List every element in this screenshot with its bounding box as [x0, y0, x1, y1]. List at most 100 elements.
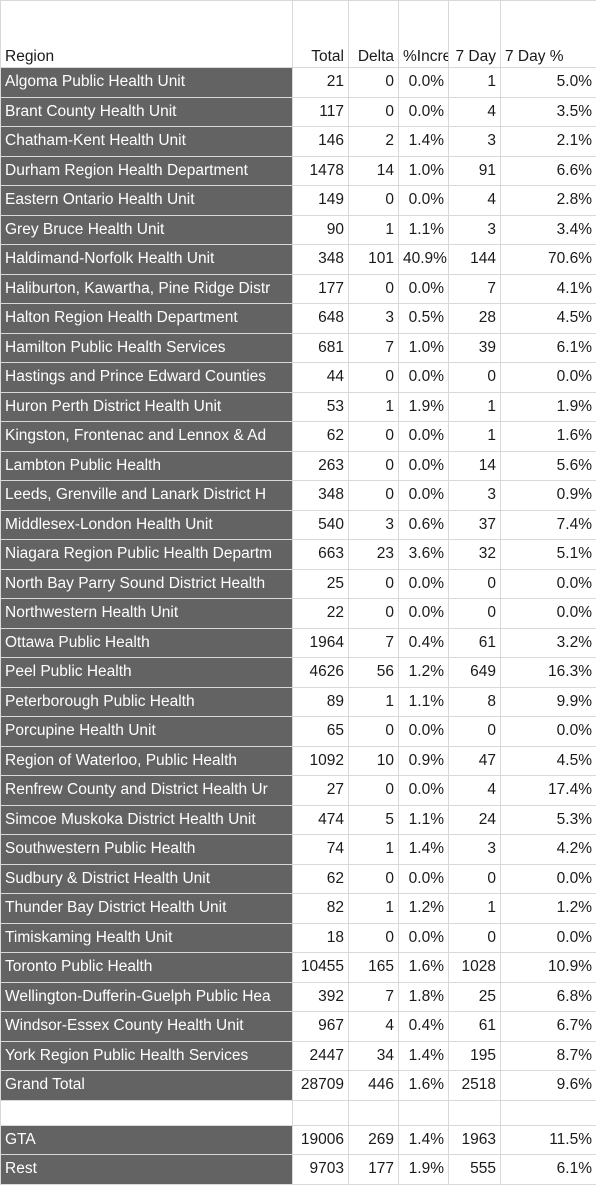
seven-day-pct-cell[interactable]: 5.0%	[500, 67, 596, 98]
delta-cell[interactable]: 2	[348, 126, 399, 157]
region-cell[interactable]: Southwestern Public Health	[0, 834, 293, 865]
total-cell[interactable]: 10455	[292, 952, 349, 983]
empty-cell[interactable]	[0, 1099, 293, 1126]
delta-cell[interactable]: 0	[348, 568, 399, 599]
delta-cell[interactable]: 0	[348, 421, 399, 452]
seven-day-pct-cell[interactable]: 6.7%	[500, 1011, 596, 1042]
pct-increase-cell[interactable]: 0.0%	[398, 421, 449, 452]
total-cell[interactable]: 967	[292, 1011, 349, 1042]
header-seven-day[interactable]: 7 Day	[448, 0, 501, 68]
region-cell[interactable]: Lambton Public Health	[0, 450, 293, 481]
seven-day-cell[interactable]: 32	[448, 539, 501, 570]
seven-day-pct-cell[interactable]: 4.1%	[500, 273, 596, 304]
pct-increase-cell[interactable]: 0.6%	[398, 509, 449, 540]
total-cell[interactable]: 1964	[292, 627, 349, 658]
delta-cell[interactable]: 4	[348, 1011, 399, 1042]
seven-day-pct-cell[interactable]: 8.7%	[500, 1040, 596, 1071]
seven-day-cell[interactable]: 195	[448, 1040, 501, 1071]
pct-increase-cell[interactable]: 1.2%	[398, 893, 449, 924]
total-cell[interactable]: 18	[292, 922, 349, 953]
seven-day-cell[interactable]: 91	[448, 155, 501, 186]
seven-day-pct-cell[interactable]: 70.6%	[500, 244, 596, 275]
empty-cell[interactable]	[500, 1099, 596, 1126]
empty-cell[interactable]	[348, 1099, 399, 1126]
header-seven-day-pct[interactable]: 7 Day %	[500, 0, 596, 68]
seven-day-pct-cell[interactable]: 1.9%	[500, 391, 596, 422]
total-cell[interactable]: 21	[292, 67, 349, 98]
seven-day-pct-cell[interactable]: 17.4%	[500, 775, 596, 806]
delta-cell[interactable]: 269	[348, 1124, 399, 1155]
pct-increase-cell[interactable]: 0.0%	[398, 598, 449, 629]
seven-day-cell[interactable]: 649	[448, 657, 501, 688]
delta-cell[interactable]: 101	[348, 244, 399, 275]
seven-day-cell[interactable]: 1	[448, 893, 501, 924]
total-cell[interactable]: 146	[292, 126, 349, 157]
total-cell[interactable]: 89	[292, 686, 349, 717]
seven-day-cell[interactable]: 24	[448, 804, 501, 835]
delta-cell[interactable]: 0	[348, 598, 399, 629]
empty-cell[interactable]	[292, 1099, 349, 1126]
seven-day-cell[interactable]: 3	[448, 126, 501, 157]
seven-day-pct-cell[interactable]: 0.0%	[500, 598, 596, 629]
seven-day-pct-cell[interactable]: 3.2%	[500, 627, 596, 658]
pct-increase-cell[interactable]: 0.0%	[398, 185, 449, 216]
total-cell[interactable]: 1478	[292, 155, 349, 186]
pct-increase-cell[interactable]: 0.0%	[398, 67, 449, 98]
seven-day-cell[interactable]: 3	[448, 834, 501, 865]
seven-day-cell[interactable]: 1	[448, 421, 501, 452]
region-cell[interactable]: Niagara Region Public Health Departm	[0, 539, 293, 570]
delta-cell[interactable]: 0	[348, 716, 399, 747]
seven-day-cell[interactable]: 4	[448, 775, 501, 806]
seven-day-pct-cell[interactable]: 4.5%	[500, 745, 596, 776]
region-cell[interactable]: Eastern Ontario Health Unit	[0, 185, 293, 216]
total-cell[interactable]: 74	[292, 834, 349, 865]
seven-day-pct-cell[interactable]: 11.5%	[500, 1124, 596, 1155]
pct-increase-cell[interactable]: 1.9%	[398, 391, 449, 422]
delta-cell[interactable]: 0	[348, 96, 399, 127]
delta-cell[interactable]: 3	[348, 509, 399, 540]
seven-day-pct-cell[interactable]: 4.5%	[500, 303, 596, 334]
header-delta[interactable]: Delta	[348, 0, 399, 68]
region-cell[interactable]: Porcupine Health Unit	[0, 716, 293, 747]
region-cell[interactable]: York Region Public Health Services	[0, 1040, 293, 1071]
pct-increase-cell[interactable]: 0.4%	[398, 1011, 449, 1042]
seven-day-pct-cell[interactable]: 5.1%	[500, 539, 596, 570]
total-cell[interactable]: 44	[292, 362, 349, 393]
region-cell[interactable]: Middlesex-London Health Unit	[0, 509, 293, 540]
region-cell[interactable]: Huron Perth District Health Unit	[0, 391, 293, 422]
region-cell[interactable]: Kingston, Frontenac and Lennox & Ad	[0, 421, 293, 452]
seven-day-cell[interactable]: 1028	[448, 952, 501, 983]
total-cell[interactable]: 22	[292, 598, 349, 629]
delta-cell[interactable]: 0	[348, 775, 399, 806]
region-cell[interactable]: Durham Region Health Department	[0, 155, 293, 186]
total-cell[interactable]: 648	[292, 303, 349, 334]
total-cell[interactable]: 663	[292, 539, 349, 570]
seven-day-pct-cell[interactable]: 5.3%	[500, 804, 596, 835]
total-cell[interactable]: 348	[292, 480, 349, 511]
total-cell[interactable]: 263	[292, 450, 349, 481]
header-total[interactable]: Total	[292, 0, 349, 68]
region-cell[interactable]: North Bay Parry Sound District Health	[0, 568, 293, 599]
seven-day-cell[interactable]: 0	[448, 598, 501, 629]
delta-cell[interactable]: 14	[348, 155, 399, 186]
seven-day-cell[interactable]: 61	[448, 627, 501, 658]
region-cell[interactable]: Grey Bruce Health Unit	[0, 214, 293, 245]
total-cell[interactable]: 62	[292, 421, 349, 452]
seven-day-cell[interactable]: 0	[448, 568, 501, 599]
header-region[interactable]: Region	[0, 0, 293, 68]
region-cell[interactable]: Thunder Bay District Health Unit	[0, 893, 293, 924]
pct-increase-cell[interactable]: 1.1%	[398, 804, 449, 835]
pct-increase-cell[interactable]: 1.6%	[398, 1070, 449, 1101]
region-cell[interactable]: Algoma Public Health Unit	[0, 67, 293, 98]
pct-increase-cell[interactable]: 0.9%	[398, 745, 449, 776]
delta-cell[interactable]: 1	[348, 214, 399, 245]
seven-day-cell[interactable]: 25	[448, 981, 501, 1012]
pct-increase-cell[interactable]: 3.6%	[398, 539, 449, 570]
total-cell[interactable]: 540	[292, 509, 349, 540]
region-cell[interactable]: Ottawa Public Health	[0, 627, 293, 658]
seven-day-cell[interactable]: 0	[448, 362, 501, 393]
seven-day-cell[interactable]: 14	[448, 450, 501, 481]
pct-increase-cell[interactable]: 1.1%	[398, 686, 449, 717]
seven-day-pct-cell[interactable]: 1.2%	[500, 893, 596, 924]
total-cell[interactable]: 9703	[292, 1154, 349, 1185]
